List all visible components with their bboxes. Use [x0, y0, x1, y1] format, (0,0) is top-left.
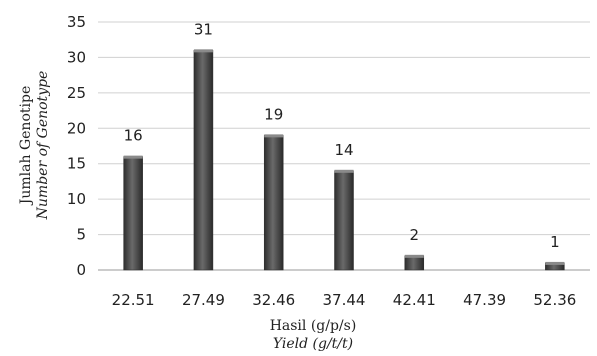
data-label: 14 [334, 141, 353, 159]
x-tick-label: 37.44 [323, 291, 366, 309]
bar-top-27.49 [193, 49, 213, 53]
bar-22.51 [123, 156, 143, 271]
data-label: 16 [124, 127, 143, 145]
y-tick-label: 30 [67, 48, 86, 66]
data-label: 2 [410, 226, 420, 244]
bar-top-52.36 [545, 261, 565, 265]
y-tick-label: 15 [67, 155, 86, 173]
x-axis-title-italic: Yield (g/t/t) [273, 336, 353, 352]
x-tick-label: 27.49 [182, 291, 225, 309]
y-tick-label: 25 [67, 84, 86, 102]
x-tick-label: 22.51 [112, 291, 155, 309]
bar-top-32.46 [264, 134, 284, 138]
x-tick-label: 42.41 [393, 291, 436, 309]
bars [123, 49, 565, 271]
x-tick-label: 52.36 [533, 291, 576, 309]
y-tick-label: 35 [67, 13, 86, 31]
bar-37.44 [334, 170, 354, 271]
x-tick-labels: 22.51 27.49 32.46 37.44 42.41 47.39 52.36 [112, 291, 577, 309]
y-tick-label: 5 [76, 226, 86, 244]
data-label: 19 [264, 105, 283, 123]
bar-27.49 [193, 50, 214, 271]
x-axis-title: Hasil (g/p/s) [270, 318, 357, 334]
data-label: 31 [194, 20, 213, 38]
bar-32.46 [263, 135, 284, 271]
y-tick-label: 10 [67, 190, 86, 208]
bar-top-22.51 [123, 155, 143, 159]
x-tick-label: 32.46 [252, 291, 295, 309]
data-labels: 16 31 19 14 2 1 [124, 20, 560, 251]
x-tick-label: 47.39 [463, 291, 506, 309]
bar-42.41 [404, 255, 425, 271]
y-tick-label: 20 [67, 119, 86, 137]
data-label: 1 [550, 233, 560, 251]
bar-top-37.44 [334, 169, 354, 173]
y-axis-title-italic: Number of Genotype [35, 71, 51, 221]
bar-top-42.41 [404, 254, 424, 258]
y-tick-label: 0 [76, 261, 86, 279]
y-tick-labels: 0 5 10 15 20 25 30 35 [67, 13, 86, 279]
y-axis-title: Jumlah Genotipe [18, 86, 34, 206]
